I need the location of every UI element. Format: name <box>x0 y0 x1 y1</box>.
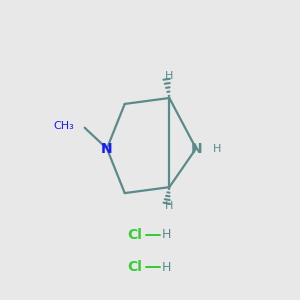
Text: N: N <box>190 142 202 155</box>
Text: N: N <box>101 142 113 155</box>
Text: CH₃: CH₃ <box>53 121 74 131</box>
Text: H: H <box>162 261 171 274</box>
Text: H: H <box>213 143 221 154</box>
Text: Cl: Cl <box>128 228 142 242</box>
Text: H: H <box>162 228 171 241</box>
Text: H: H <box>165 71 173 81</box>
Text: H: H <box>165 202 173 212</box>
Text: Cl: Cl <box>128 260 142 274</box>
